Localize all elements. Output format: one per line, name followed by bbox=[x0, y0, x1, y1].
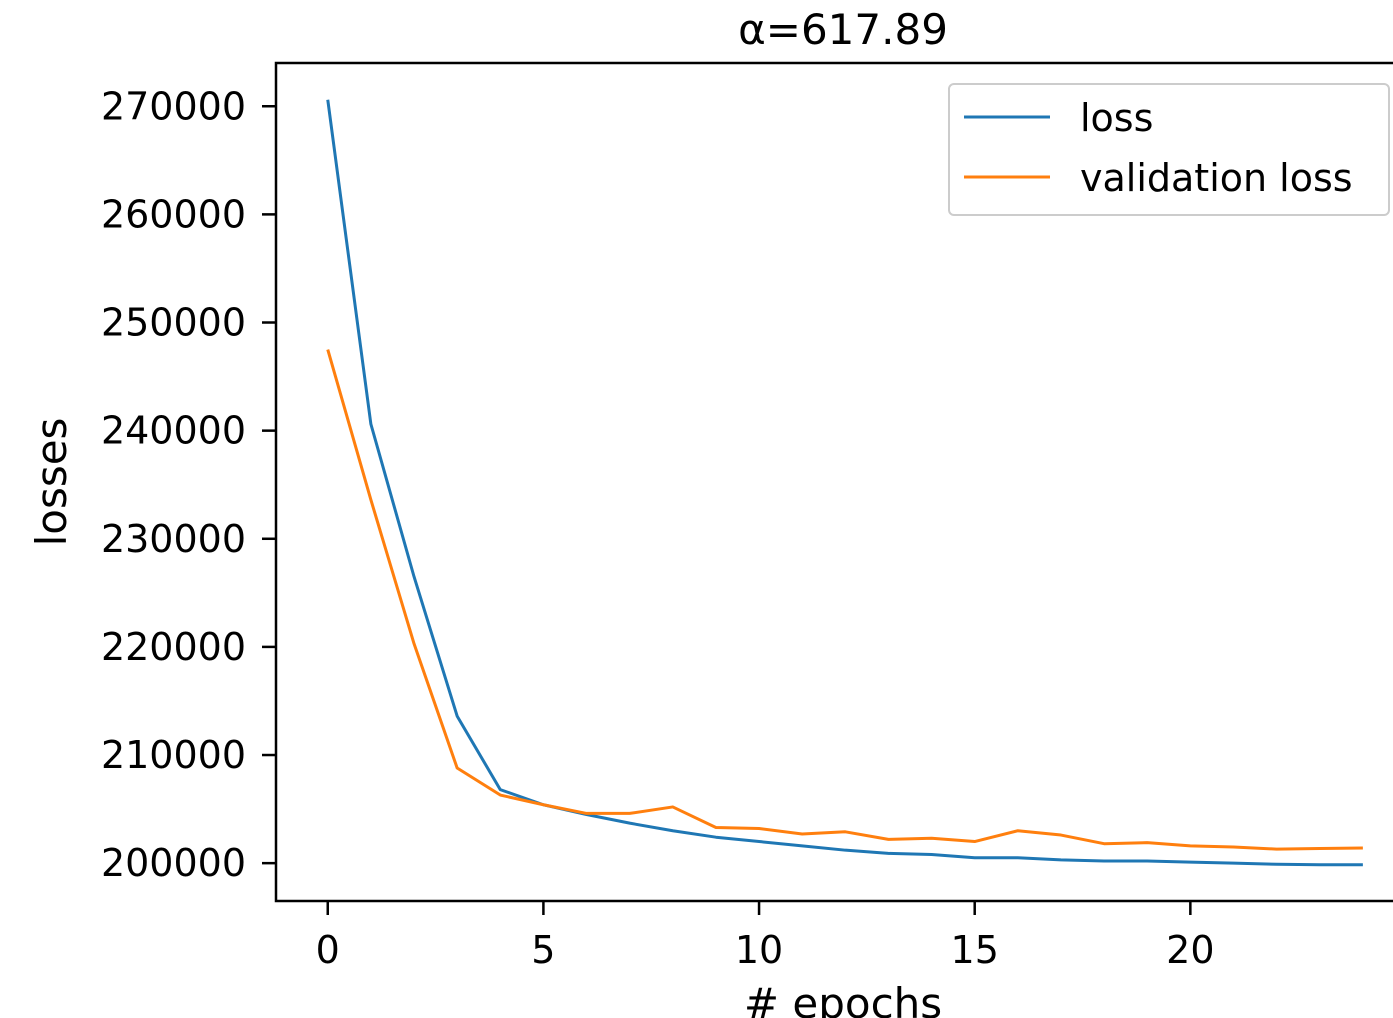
plot-area-frame bbox=[274, 61, 1393, 903]
legend-label-validation-loss: validation loss bbox=[1080, 156, 1353, 200]
x-axis-ticks: 0 5 10 15 20 bbox=[316, 901, 1215, 972]
y-tick-label: 230000 bbox=[101, 517, 246, 561]
y-tick-label: 240000 bbox=[101, 409, 246, 453]
plot-lines bbox=[326, 99, 1363, 867]
y-axis-label: losses bbox=[27, 418, 76, 547]
legend-label-loss: loss bbox=[1080, 96, 1153, 140]
y-tick-label: 250000 bbox=[101, 301, 246, 345]
legend: loss validation loss bbox=[948, 83, 1390, 216]
y-tick-label: 270000 bbox=[101, 84, 246, 128]
y-tick-label: 220000 bbox=[101, 625, 246, 669]
x-tick-label: 15 bbox=[951, 928, 999, 972]
x-axis-label: # epochs bbox=[744, 979, 942, 1018]
y-tick-label: 260000 bbox=[101, 192, 246, 236]
x-tick-label: 10 bbox=[735, 928, 783, 972]
x-tick-label: 0 bbox=[316, 928, 340, 972]
x-tick-label: 20 bbox=[1166, 928, 1214, 972]
y-axis-ticks: 200000 210000 220000 230000 240000 250000 2600… bbox=[101, 84, 276, 885]
legend-box bbox=[948, 83, 1390, 216]
y-tick-label: 210000 bbox=[101, 733, 246, 777]
x-tick-label: 5 bbox=[531, 928, 555, 972]
series-line-validation-loss bbox=[326, 349, 1363, 851]
chart-title: α=617.89 bbox=[738, 5, 948, 54]
y-tick-label: 200000 bbox=[101, 841, 246, 885]
series-line-loss bbox=[326, 99, 1363, 867]
